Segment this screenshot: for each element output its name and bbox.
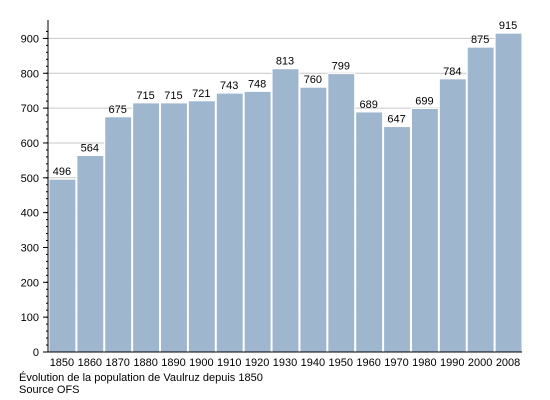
chart-source: Source OFS xyxy=(19,384,80,396)
data-label: 915 xyxy=(499,20,517,32)
data-label: 813 xyxy=(276,56,294,68)
data-label: 748 xyxy=(248,78,266,90)
bar-1930 xyxy=(271,68,300,353)
x-tick-label: 1890 xyxy=(161,357,185,369)
x-tick-label: 1910 xyxy=(217,357,241,369)
x-tick-label: 1850 xyxy=(50,357,74,369)
y-tick-label: 300 xyxy=(21,242,39,254)
x-tick-label: 2008 xyxy=(496,357,520,369)
bar-2000 xyxy=(466,46,495,353)
data-label: 699 xyxy=(415,95,433,107)
x-tick-label: 1860 xyxy=(78,357,102,369)
y-tick-label: 500 xyxy=(21,173,39,185)
bar-1910 xyxy=(215,92,244,353)
y-tick-label: 200 xyxy=(21,277,39,289)
data-label: 743 xyxy=(220,80,238,92)
data-label: 564 xyxy=(81,142,99,154)
chart-caption: Évolution de la population de Vaulruz de… xyxy=(19,372,263,384)
data-label: 784 xyxy=(443,66,461,78)
bar-1870 xyxy=(104,116,133,353)
data-label: 799 xyxy=(332,61,350,73)
bar-1970 xyxy=(383,126,411,353)
data-label: 760 xyxy=(304,74,322,86)
bar-2008 xyxy=(494,32,523,353)
y-tick-label: 100 xyxy=(21,312,39,324)
data-label: 715 xyxy=(164,90,182,102)
x-tick-label: 1870 xyxy=(105,357,129,369)
bar-1980 xyxy=(410,107,439,353)
data-label: 875 xyxy=(471,34,489,46)
labels: 0 100 200 300 400 500 600 700 800 900 496 1850 564 18… xyxy=(21,20,521,369)
y-tick-label: 700 xyxy=(21,103,39,115)
data-label: 675 xyxy=(109,104,127,116)
y-tick-label: 0 xyxy=(33,347,39,359)
axes xyxy=(43,20,522,353)
x-tick-label: 1880 xyxy=(133,357,157,369)
x-tick-label: 1960 xyxy=(356,357,380,369)
bar-1960 xyxy=(355,111,384,353)
x-tick-label: 1900 xyxy=(189,357,213,369)
data-label: 689 xyxy=(359,99,377,111)
bar-1860 xyxy=(76,154,105,353)
x-tick-label: 1950 xyxy=(329,357,353,369)
data-label: 647 xyxy=(387,114,405,126)
data-label: 721 xyxy=(192,88,210,100)
data-label: 496 xyxy=(53,166,71,178)
y-tick-label: 800 xyxy=(21,68,39,80)
bars xyxy=(48,32,523,353)
x-tick-label: 1930 xyxy=(273,357,297,369)
y-tick-label: 400 xyxy=(21,208,39,220)
bar-1900 xyxy=(187,100,216,353)
bar-1940 xyxy=(299,86,328,353)
bar-1850 xyxy=(48,178,77,353)
x-tick-label: 1940 xyxy=(301,357,325,369)
bar-1890 xyxy=(160,102,188,353)
x-tick-label: 1920 xyxy=(245,357,269,369)
bar-1920 xyxy=(243,90,272,353)
x-tick-label: 1980 xyxy=(412,357,436,369)
y-tick-label: 600 xyxy=(21,138,39,150)
y-tick-label: 900 xyxy=(21,33,39,45)
x-tick-label: 1970 xyxy=(384,357,408,369)
bar-1880 xyxy=(132,102,161,353)
bar-1990 xyxy=(438,78,467,353)
data-label: 715 xyxy=(136,90,154,102)
x-tick-label: 2000 xyxy=(468,357,492,369)
x-tick-label: 1990 xyxy=(440,357,464,369)
bar-1950 xyxy=(327,73,356,353)
